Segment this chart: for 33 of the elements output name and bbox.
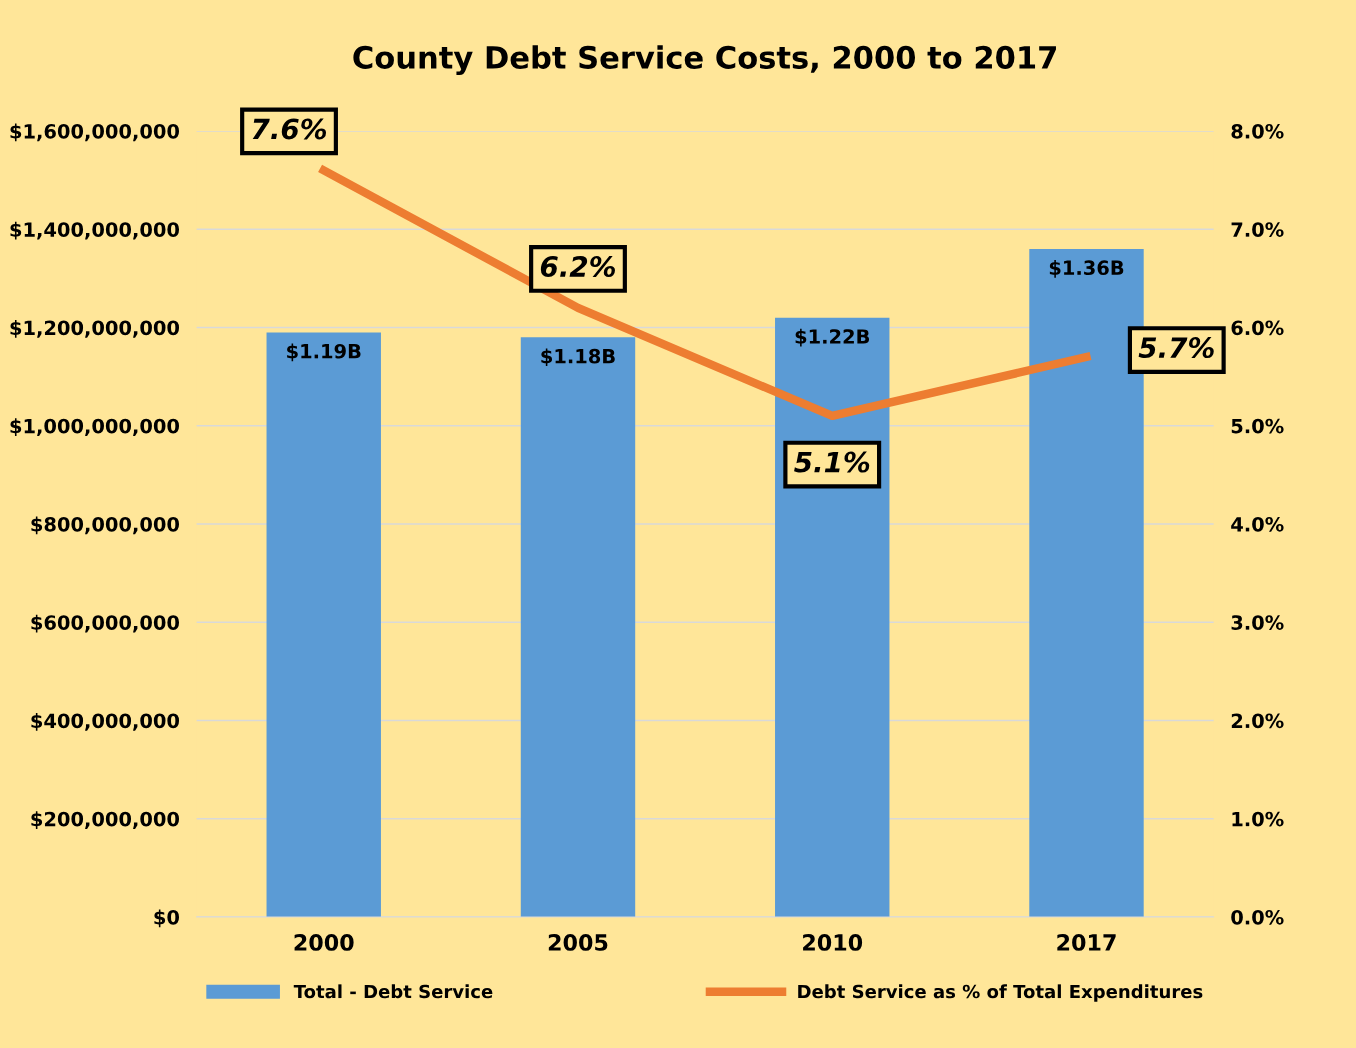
y2-tick-label: 7.0% (1231, 222, 1284, 237)
legend-label: Debt Service as % of Total Expenditures (798, 984, 1203, 1002)
data-label: $1.36B (1049, 260, 1124, 278)
y2-tick-label: 2.0% (1231, 713, 1284, 729)
y-tick-label: $1,000,000,000 (10, 418, 180, 436)
data-label: $1.22B (795, 328, 870, 347)
y2-tick-label: 4.0% (1231, 516, 1284, 532)
y2-tick-label: 0.0% (1231, 909, 1284, 925)
y2-tick-label: 8.0% (1231, 123, 1284, 139)
y-tick-label: $1,200,000,000 (10, 320, 180, 338)
data-label: 5.1% (794, 451, 870, 473)
y-tick-label: $600,000,000 (31, 614, 180, 633)
x-tick-label: 2010 (803, 934, 863, 951)
y2-tick-label: 6.0% (1231, 320, 1284, 336)
y-tick-label: $1,600,000,000 (10, 123, 180, 142)
x-tick-label: 2005 (548, 934, 608, 951)
data-label: $1.19B (287, 343, 361, 362)
y2-tick-label: 3.0% (1231, 615, 1284, 630)
legend-label: Total - Debt Service (293, 984, 493, 999)
y2-tick-label: 1.0% (1232, 811, 1284, 827)
y-tick-label: $1,400,000,000 (10, 221, 180, 240)
y-tick-label: $200,000,000 (31, 811, 180, 829)
y-tick-label: $800,000,000 (31, 516, 180, 535)
data-label: $1.18B (541, 348, 615, 367)
data-label: 5.7% (1138, 337, 1214, 359)
data-label: 7.6% (252, 118, 327, 140)
x-tick-label: 2017 (1057, 934, 1116, 951)
y2-tick-label: 5.0% (1231, 418, 1284, 434)
y-tick-label: $400,000,000 (31, 713, 180, 731)
chart-title: County Debt Service Costs, 2000 to 2017 (353, 45, 1056, 76)
y-tick-label: $0 (154, 909, 180, 928)
x-tick-label: 2000 (294, 934, 354, 951)
data-label: 6.2% (540, 256, 615, 278)
